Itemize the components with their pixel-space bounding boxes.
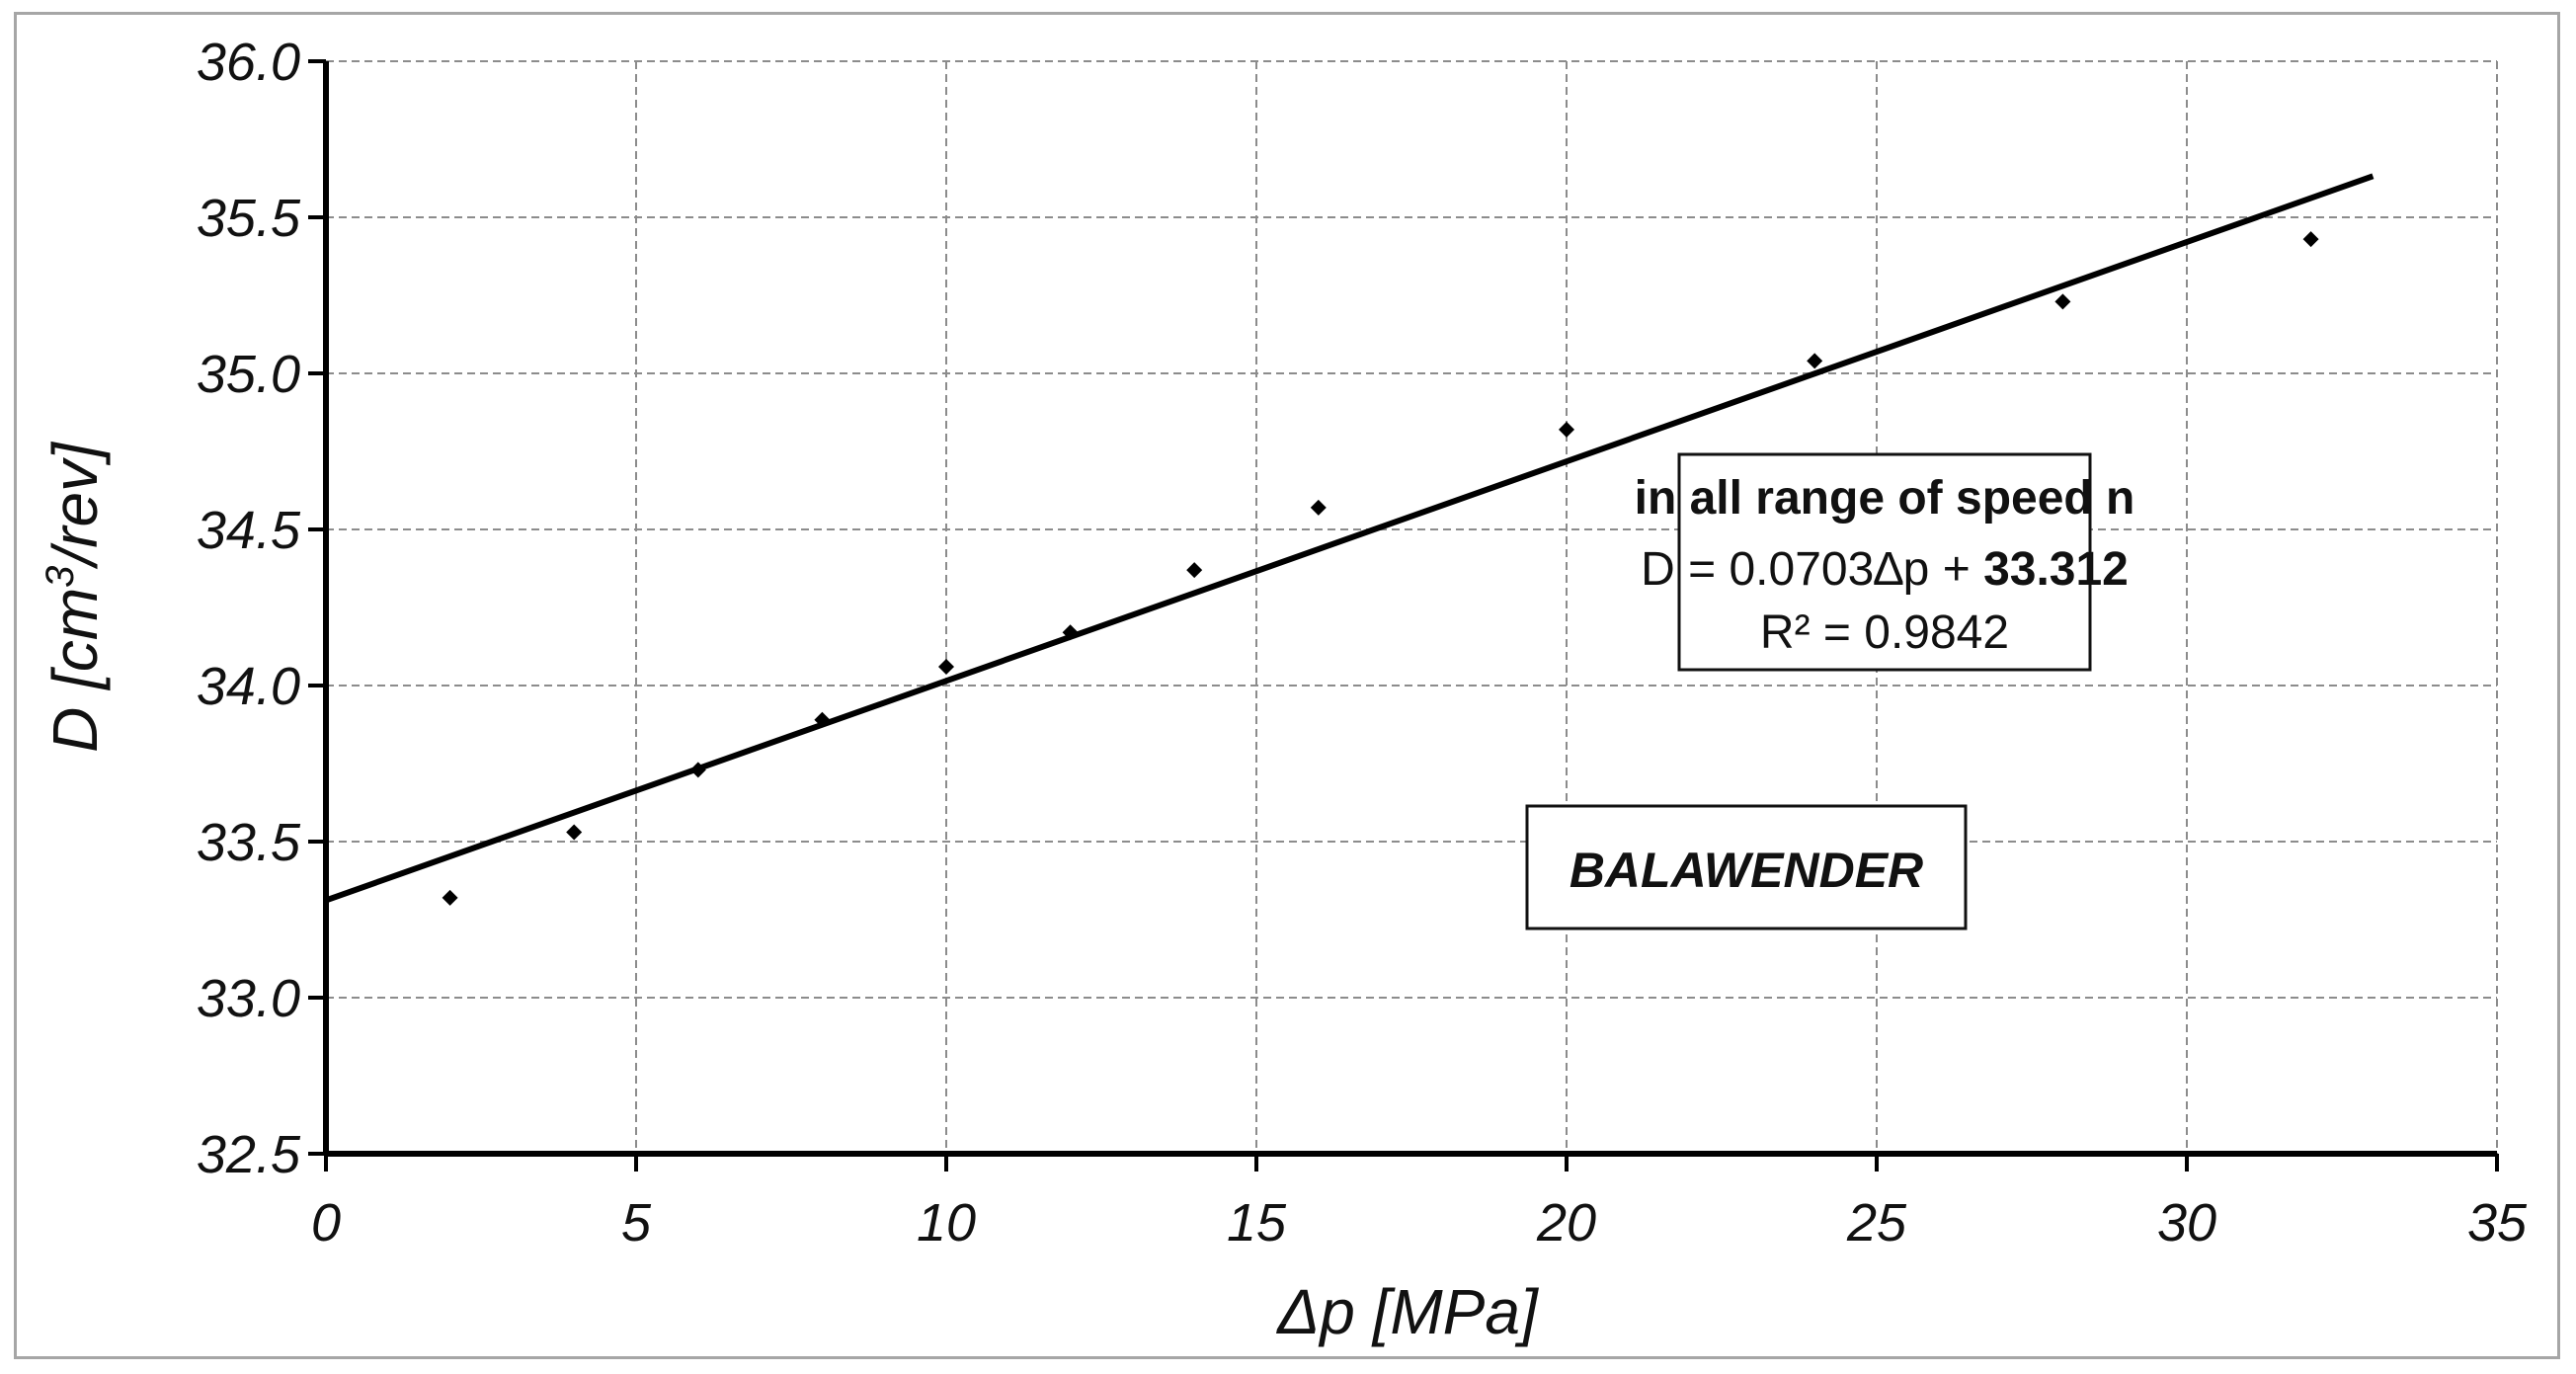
data-point [442, 889, 458, 906]
r-squared-label: R² = 0.9842 [1760, 606, 2009, 659]
data-point [938, 659, 954, 676]
y-tick-label: 34.0 [197, 657, 300, 716]
data-point [689, 762, 706, 778]
x-tick-label: 5 [621, 1193, 652, 1253]
data-points [442, 231, 2319, 906]
data-point [1310, 499, 1327, 516]
data-point [2054, 293, 2071, 310]
x-tick-label: 35 [2467, 1193, 2528, 1253]
data-point [1186, 562, 1203, 579]
grid [326, 60, 2498, 1154]
axes [308, 59, 2499, 1172]
x-tick-label: 20 [1536, 1193, 1596, 1253]
chart-frame [14, 12, 2560, 1359]
series-label: BALAWENDER [1570, 843, 1923, 898]
y-axis-title: D [cm3/rev] [39, 442, 111, 753]
tick-labels: 0 5 10 15 20 25 30 35 32.5 33.0 33.5 34.0 34.5 35.0 35… [197, 33, 2528, 1253]
data-point [1062, 624, 1079, 641]
equation-box: in all range of speed n D = 0.0703∆p + 3… [1635, 452, 2135, 672]
x-tick-label: 30 [2157, 1193, 2216, 1253]
trendline [324, 173, 2375, 904]
series-label-box: BALAWENDER [1525, 804, 1968, 930]
y-tick-label: 36.0 [197, 33, 300, 92]
equation-box-title: in all range of speed n [1635, 472, 2135, 525]
y-tick-label: 35.0 [197, 345, 300, 404]
y-tick-label: 33.5 [197, 813, 301, 872]
data-point [2302, 231, 2319, 248]
y-tick-label: 35.5 [197, 189, 301, 248]
trendline-equation: D = 0.0703∆p + 33.312 [1641, 543, 2129, 596]
y-tick-label: 32.5 [197, 1125, 301, 1184]
x-tick-label: 25 [1846, 1193, 1907, 1253]
y-tick-label: 33.0 [197, 969, 300, 1028]
x-tick-label: 10 [917, 1193, 976, 1253]
x-axis-title: Δp [MPa] [1275, 1276, 1539, 1347]
data-point [566, 824, 583, 841]
trendline-group [324, 173, 2375, 904]
x-tick-label: 15 [1227, 1193, 1287, 1253]
y-tick-label: 34.5 [197, 501, 301, 560]
data-point [1807, 353, 1823, 369]
data-point [1559, 421, 1574, 438]
data-point [814, 711, 831, 728]
x-tick-label: 0 [311, 1193, 341, 1253]
